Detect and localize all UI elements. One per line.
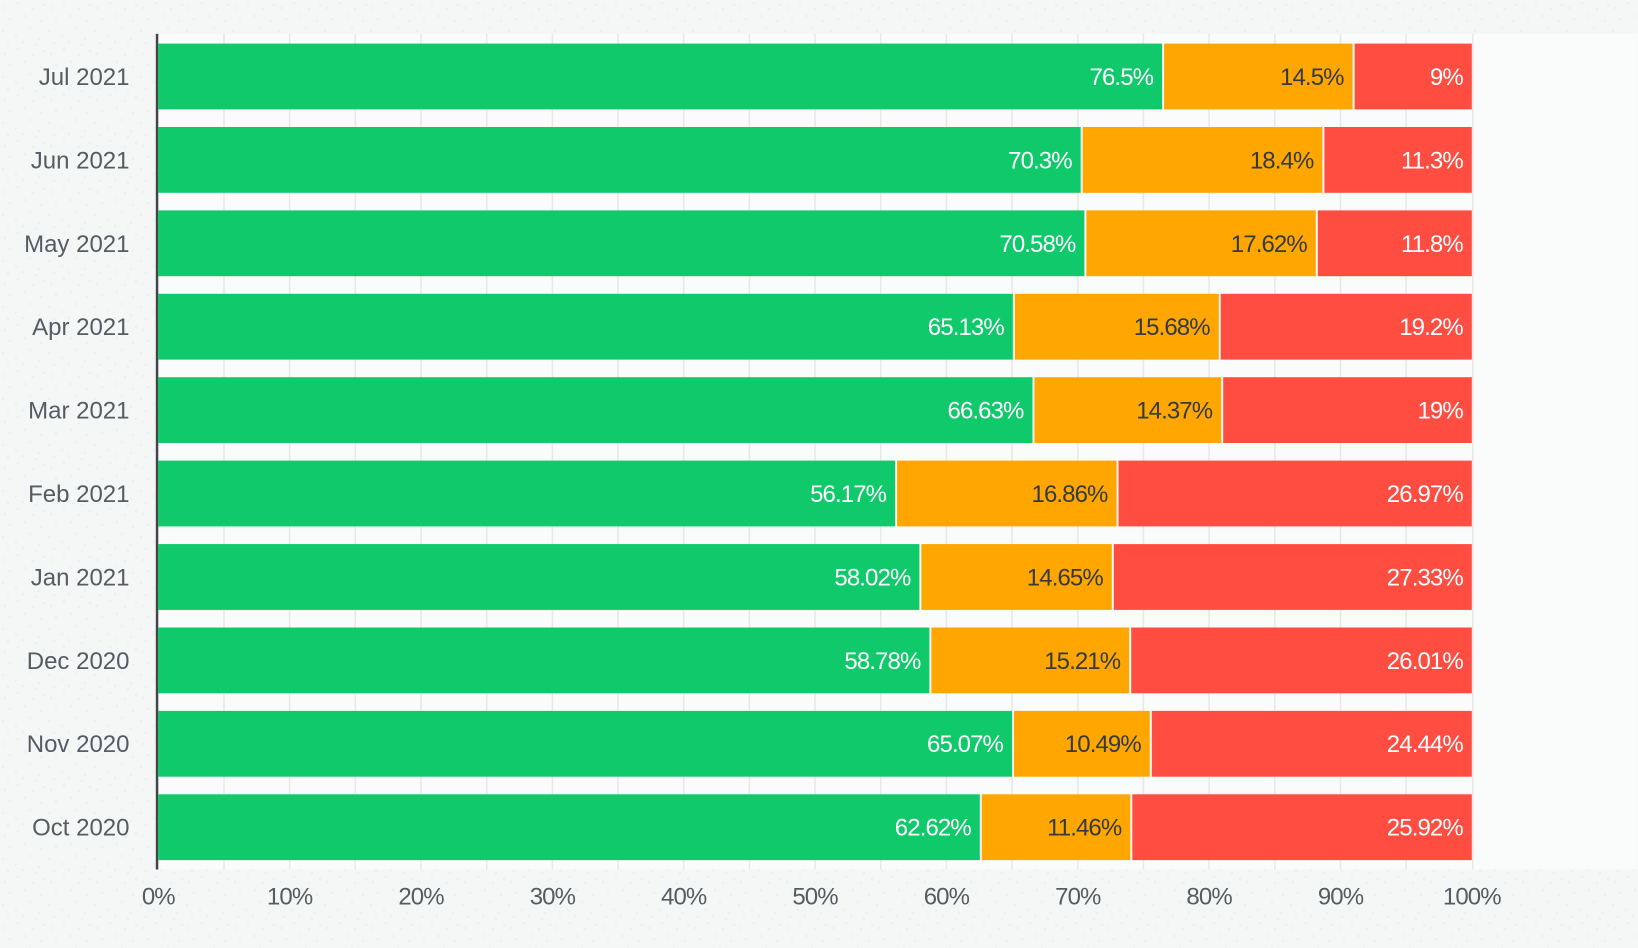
svg-text:16.86%: 16.86% <box>1032 481 1109 508</box>
svg-text:11.46%: 11.46% <box>1047 815 1122 842</box>
svg-text:50%: 50% <box>792 884 838 911</box>
svg-text:26.01%: 26.01% <box>1387 648 1464 675</box>
svg-text:18.4%: 18.4% <box>1250 147 1314 174</box>
svg-text:19%: 19% <box>1417 398 1463 425</box>
svg-text:80%: 80% <box>1186 884 1232 911</box>
svg-text:Feb 2021: Feb 2021 <box>28 481 129 508</box>
svg-text:Nov 2020: Nov 2020 <box>27 731 130 758</box>
svg-text:30%: 30% <box>530 884 576 911</box>
svg-text:0%: 0% <box>142 884 175 911</box>
svg-text:14.65%: 14.65% <box>1027 564 1104 591</box>
svg-text:19.2%: 19.2% <box>1399 314 1463 341</box>
svg-text:56.17%: 56.17% <box>810 481 887 508</box>
svg-text:10%: 10% <box>267 884 313 911</box>
svg-text:76.5%: 76.5% <box>1090 64 1154 91</box>
svg-text:70.3%: 70.3% <box>1008 147 1072 174</box>
svg-text:Apr 2021: Apr 2021 <box>32 314 129 341</box>
svg-text:27.33%: 27.33% <box>1387 564 1464 591</box>
svg-text:Oct 2020: Oct 2020 <box>32 815 129 842</box>
svg-text:20%: 20% <box>398 884 444 911</box>
svg-text:Mar 2021: Mar 2021 <box>28 398 129 425</box>
svg-text:25.92%: 25.92% <box>1387 815 1464 842</box>
svg-text:58.78%: 58.78% <box>844 648 921 675</box>
svg-text:17.62%: 17.62% <box>1231 231 1308 258</box>
svg-text:Jun 2021: Jun 2021 <box>31 147 130 174</box>
svg-text:90%: 90% <box>1318 884 1364 911</box>
svg-text:14.37%: 14.37% <box>1136 398 1213 425</box>
svg-text:70%: 70% <box>1055 884 1101 911</box>
svg-text:65.07%: 65.07% <box>927 731 1004 758</box>
svg-text:58.02%: 58.02% <box>834 564 911 591</box>
svg-text:9%: 9% <box>1430 64 1463 91</box>
svg-text:Dec 2020: Dec 2020 <box>27 648 130 675</box>
svg-text:66.63%: 66.63% <box>948 398 1025 425</box>
svg-text:Jul 2021: Jul 2021 <box>39 64 130 91</box>
svg-text:11.3%: 11.3% <box>1401 147 1463 174</box>
svg-text:26.97%: 26.97% <box>1387 481 1464 508</box>
svg-text:15.21%: 15.21% <box>1044 648 1121 675</box>
svg-text:60%: 60% <box>924 884 970 911</box>
svg-text:15.68%: 15.68% <box>1134 314 1211 341</box>
svg-text:62.62%: 62.62% <box>895 815 972 842</box>
svg-text:40%: 40% <box>661 884 707 911</box>
svg-text:24.44%: 24.44% <box>1387 731 1464 758</box>
svg-text:100%: 100% <box>1443 884 1501 911</box>
svg-text:10.49%: 10.49% <box>1065 731 1142 758</box>
svg-text:11.8%: 11.8% <box>1401 231 1463 258</box>
svg-text:May 2021: May 2021 <box>24 231 129 258</box>
svg-text:70.58%: 70.58% <box>999 231 1076 258</box>
svg-text:14.5%: 14.5% <box>1280 64 1344 91</box>
svg-text:Jan 2021: Jan 2021 <box>31 564 130 591</box>
svg-text:65.13%: 65.13% <box>928 314 1005 341</box>
